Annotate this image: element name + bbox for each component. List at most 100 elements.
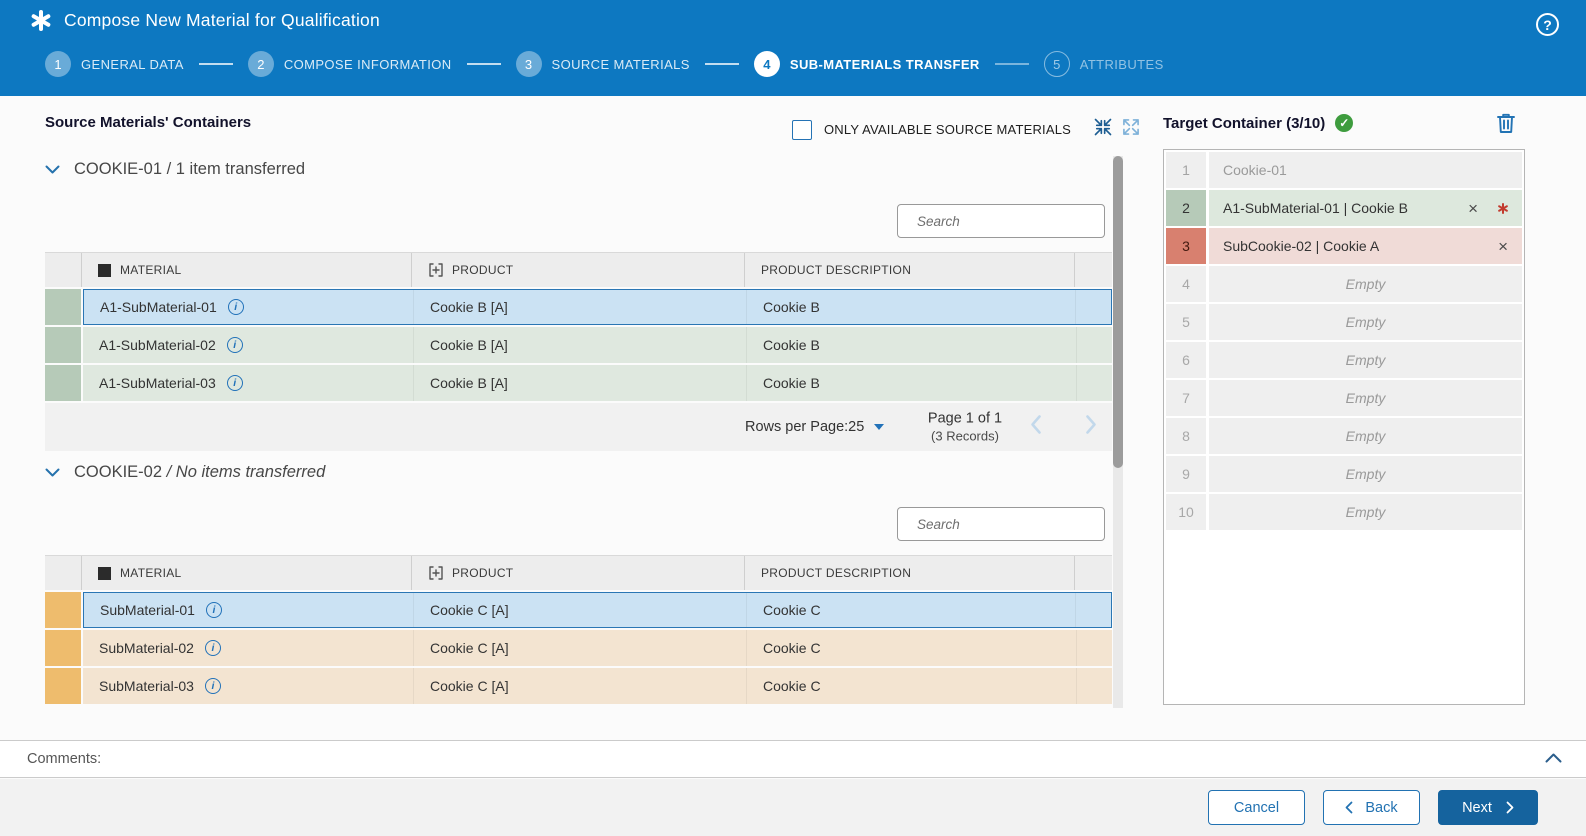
target-container-list: 1 Cookie-01 2 A1-SubMaterial-01 | Cookie…: [1163, 149, 1525, 705]
compose-asterisk-icon: [30, 10, 51, 31]
chevron-down-icon[interactable]: [45, 165, 60, 174]
step-sub-materials-transfer[interactable]: 4 SUB-MATERIALS TRANSFER: [754, 51, 980, 77]
product-column-header: PRODUCT: [411, 556, 744, 590]
remove-icon[interactable]: ×: [1498, 238, 1508, 255]
step-general-data[interactable]: 1 GENERAL DATA: [45, 51, 184, 77]
table-row[interactable]: SubMaterial-01i Cookie C [A] Cookie C: [45, 592, 1112, 628]
row-end-cell: [1075, 290, 1111, 324]
wizard-footer: Cancel Back Next: [0, 779, 1586, 836]
chevron-down-icon[interactable]: [45, 468, 60, 477]
step-circle: 3: [516, 51, 542, 77]
black-square-icon: [98, 264, 111, 277]
table-row[interactable]: A1-SubMaterial-02i Cookie B [A] Cookie B: [45, 327, 1112, 363]
step-connector: [199, 63, 233, 65]
table-row[interactable]: A1-SubMaterial-01i Cookie B [A] Cookie B: [45, 289, 1112, 325]
search-input-cookie-02[interactable]: [917, 517, 1096, 532]
page-title: Compose New Material for Qualification: [64, 10, 380, 31]
actions-column-header: [1074, 253, 1112, 287]
check-circle-icon: ✓: [1335, 114, 1353, 132]
pagination-bar: Rows per Page:25 Page 1 of 1 (3 Records): [45, 403, 1112, 451]
target-slot-4[interactable]: 4 Empty: [1166, 266, 1522, 302]
scrollbar-thumb[interactable]: [1113, 156, 1123, 468]
chevron-up-icon[interactable]: [1545, 750, 1562, 768]
comments-label: Comments:: [27, 751, 101, 767]
back-button[interactable]: Back: [1323, 790, 1420, 825]
rows-per-page-dropdown[interactable]: Rows per Page:25: [745, 403, 884, 451]
slot-number: 3: [1166, 228, 1206, 264]
description-column-header: PRODUCT DESCRIPTION: [744, 253, 1074, 287]
trash-icon[interactable]: [1495, 111, 1517, 140]
material-name: A1-SubMaterial-01: [100, 299, 217, 315]
step-circle: 2: [248, 51, 274, 77]
search-input-cookie-01[interactable]: [917, 214, 1096, 229]
row-indicator: [45, 289, 81, 325]
slot-number: 1: [1166, 152, 1206, 188]
step-label: GENERAL DATA: [81, 57, 184, 72]
target-slot-2[interactable]: 2 A1-SubMaterial-01 | Cookie B ×: [1166, 190, 1522, 226]
step-circle: 4: [754, 51, 780, 77]
group-status: / 1 item transferred: [167, 160, 305, 178]
chevron-right-icon: [1506, 801, 1514, 814]
table-row[interactable]: A1-SubMaterial-03i Cookie B [A] Cookie B: [45, 365, 1112, 401]
page-prev-icon[interactable]: [1030, 415, 1042, 440]
step-compose-information[interactable]: 2 COMPOSE INFORMATION: [248, 51, 452, 77]
target-slot-10[interactable]: 10 Empty: [1166, 494, 1522, 530]
slot-number: 2: [1166, 190, 1206, 226]
step-connector: [995, 63, 1029, 65]
vertical-scrollbar[interactable]: [1113, 156, 1123, 708]
step-connector: [467, 63, 501, 65]
product-column-header: PRODUCT: [411, 253, 744, 287]
product-cell: Cookie C [A]: [413, 593, 746, 627]
step-label: SUB-MATERIALS TRANSFER: [790, 57, 980, 72]
source-panel-title: Source Materials' Containers: [45, 114, 251, 131]
info-icon[interactable]: i: [205, 640, 221, 656]
table-header-row: MATERIAL PRODUCT PRODUCT DESCRIPTION: [45, 252, 1112, 287]
row-end-cell: [1076, 630, 1112, 666]
cancel-button[interactable]: Cancel: [1208, 790, 1305, 825]
slot-content: Empty: [1346, 466, 1386, 482]
target-slot-1[interactable]: 1 Cookie-01: [1166, 152, 1522, 188]
material-column-header: MATERIAL: [81, 556, 411, 590]
row-indicator: [45, 592, 81, 628]
row-end-cell: [1076, 668, 1112, 704]
table-row[interactable]: SubMaterial-03i Cookie C [A] Cookie C: [45, 668, 1112, 704]
group-header-cookie-01[interactable]: COOKIE-01 / 1 item transferred: [45, 160, 305, 179]
help-icon[interactable]: ?: [1536, 13, 1559, 36]
target-slot-3[interactable]: 3 SubCookie-02 | Cookie A ×: [1166, 228, 1522, 264]
target-slot-6[interactable]: 6 Empty: [1166, 342, 1522, 378]
slot-content: Empty: [1346, 504, 1386, 520]
collapse-all-icon[interactable]: [1093, 117, 1113, 142]
step-label: COMPOSE INFORMATION: [284, 57, 452, 72]
info-icon[interactable]: i: [206, 602, 222, 618]
target-slot-9[interactable]: 9 Empty: [1166, 456, 1522, 492]
target-slot-7[interactable]: 7 Empty: [1166, 380, 1522, 416]
description-cell: Cookie B: [746, 327, 1076, 363]
info-icon[interactable]: i: [227, 337, 243, 353]
info-icon[interactable]: i: [228, 299, 244, 315]
row-indicator: [45, 630, 81, 666]
step-label: SOURCE MATERIALS: [552, 57, 690, 72]
target-slot-5[interactable]: 5 Empty: [1166, 304, 1522, 340]
source-table-cookie-01: MATERIAL PRODUCT PRODUCT DESCRIPTION A1-…: [45, 252, 1112, 451]
only-available-checkbox[interactable]: [792, 120, 812, 140]
next-button[interactable]: Next: [1438, 790, 1538, 825]
info-icon[interactable]: i: [227, 375, 243, 391]
product-cell: Cookie B [A]: [413, 365, 746, 401]
material-column-header: MATERIAL: [81, 253, 411, 287]
slot-content: A1-SubMaterial-01 | Cookie B: [1223, 200, 1408, 216]
description-cell: Cookie C: [746, 668, 1076, 704]
row-indicator: [45, 327, 81, 363]
step-source-materials[interactable]: 3 SOURCE MATERIALS: [516, 51, 690, 77]
app-header: Compose New Material for Qualification ?…: [0, 0, 1586, 96]
page-next-icon[interactable]: [1085, 415, 1097, 440]
group-header-cookie-02[interactable]: COOKIE-02 / No items transferred: [45, 463, 325, 482]
description-cell: Cookie C: [746, 593, 1075, 627]
actions-column-header: [1074, 556, 1112, 590]
remove-icon[interactable]: ×: [1468, 200, 1478, 217]
row-end-cell: [1076, 327, 1112, 363]
expand-all-icon[interactable]: [1121, 117, 1141, 142]
target-slot-8[interactable]: 8 Empty: [1166, 418, 1522, 454]
info-icon[interactable]: i: [205, 678, 221, 694]
slot-content: Empty: [1346, 352, 1386, 368]
table-row[interactable]: SubMaterial-02i Cookie C [A] Cookie C: [45, 630, 1112, 666]
